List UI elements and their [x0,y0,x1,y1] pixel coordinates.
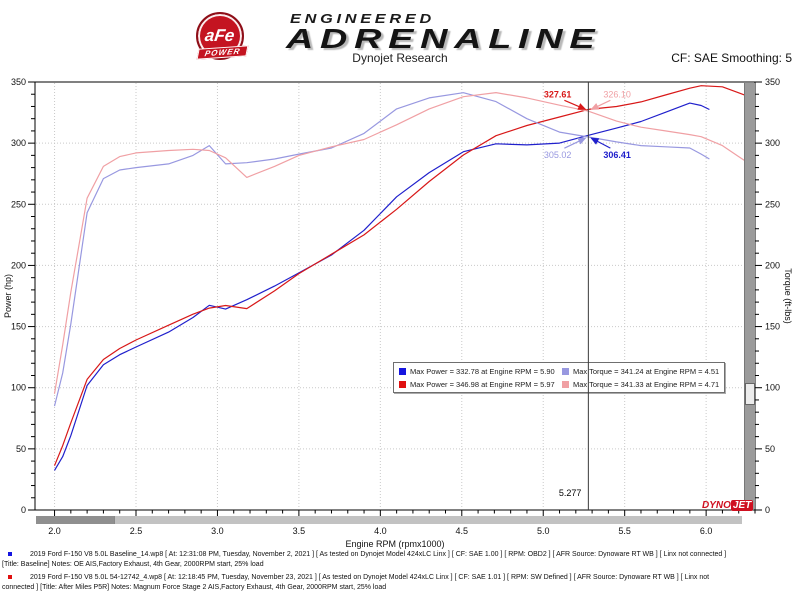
legend-item-modified-torque: Max Torque = 341.33 at Engine RPM = 4.71 [557,378,722,391]
svg-text:250: 250 [765,199,780,209]
legend-item-baseline-power: Max Power = 332.78 at Engine RPM = 5.90 [394,365,557,378]
run-info-baseline: 2019 Ford F-150 V8 5.0L Baseline_14.wp8 … [2,550,799,570]
svg-text:100: 100 [765,383,780,393]
adrenaline-text: ADRENALINE [286,23,602,54]
svg-text:150: 150 [765,322,780,332]
svg-text:5.5: 5.5 [618,526,631,536]
run-bullet-baseline [8,552,12,556]
run-bullet-modified [8,575,12,579]
svg-text:4.0: 4.0 [374,526,387,536]
svg-text:Power (hp): Power (hp) [3,274,13,318]
axis-titles: Engine RPM (rpmx1000) Power (hp) Torque (f… [3,268,793,549]
svg-text:150: 150 [11,322,26,332]
legend-marker-modified-torque [562,380,569,388]
horizontal-scrollbar[interactable] [36,516,742,524]
svg-text:100: 100 [11,383,26,393]
axes [34,81,756,511]
gridlines [36,83,754,509]
svg-text:50: 50 [16,444,26,454]
run-text-line: 2019 Ford F-150 V8 5.0L 54-12742_4.wp8 [… [30,574,710,581]
svg-text:6.0: 6.0 [700,526,713,536]
svg-text:300: 300 [11,138,26,148]
legend-label: Max Torque = 341.24 at Engine RPM = 4.51 [573,366,720,376]
run-info-footer: 2019 Ford F-150 V8 5.0L Baseline_14.wp8 … [2,550,799,596]
engineered-text: ENGINEERED [290,11,435,26]
svg-text:Torque (ft-lbs): Torque (ft-lbs) [783,268,793,324]
svg-text:200: 200 [765,260,780,270]
legend-label: Max Torque = 341.33 at Engine RPM = 4.71 [573,379,720,389]
dynojet-logo: DYNO JET [702,500,754,511]
dynojet-logo-jet: JET [730,500,754,511]
svg-text:4.5: 4.5 [456,526,469,536]
svg-text:3.0: 3.0 [211,526,224,536]
svg-text:200: 200 [11,260,26,270]
svg-text:50: 50 [765,444,775,454]
run-info-modified: 2019 Ford F-150 V8 5.0L 54-12742_4.wp8 [… [2,573,799,593]
axis-tick-labels: 2.0 2.5 3.0 3.5 4.0 4.5 5.0 5.5 6.0 0 0 50 50 100 100 1… [11,77,780,536]
curve-baseline-power [53,102,710,471]
svg-text:2.5: 2.5 [130,526,143,536]
svg-text:250: 250 [11,199,26,209]
horizontal-scrollbar-handle[interactable] [114,516,742,524]
curve-after-miles-p5r-power [53,85,752,466]
vertical-scrollbar-handle[interactable] [745,383,755,405]
afe-logo-text: aFe [204,26,237,45]
legend-item-baseline-torque: Max Torque = 341.24 at Engine RPM = 4.51 [557,365,722,378]
svg-text:3.5: 3.5 [293,526,306,536]
dyno-curves [53,85,753,471]
legend-marker-baseline-torque [562,367,569,375]
correction-factor-label: CF: SAE Smoothing: 5 [671,51,792,65]
legend-label: Max Power = 332.78 at Engine RPM = 5.90 [410,366,555,376]
dynojet-logo-dyno: DYNO [702,500,731,511]
svg-text:5.0: 5.0 [537,526,550,536]
svg-text:Engine RPM (rpmx1000): Engine RPM (rpmx1000) [345,539,444,549]
legend-marker-baseline-power [399,367,406,375]
chart-legend: Max Power = 332.78 at Engine RPM = 5.90 … [393,362,725,393]
legend-marker-modified-power [399,380,406,388]
vertical-scrollbar[interactable] [744,83,755,509]
svg-text:2.0: 2.0 [48,526,61,536]
chart-source-title: Dynojet Research [352,51,448,65]
legend-item-modified-power: Max Power = 346.98 at Engine RPM = 5.97 [394,378,557,391]
run-text-line: 2019 Ford F-150 V8 5.0L Baseline_14.wp8 … [30,551,727,558]
svg-text:350: 350 [765,77,780,87]
svg-text:0: 0 [765,505,770,515]
svg-text:300: 300 [765,138,780,148]
curve-after-miles-p5r-torque [53,91,753,394]
curve-baseline-torque [53,92,710,407]
run-text-line: connected ] [Title: After Miles P5R] Not… [2,584,387,591]
run-text-line: [Title: Baseline] Notes: OE AIS,Factory … [2,561,264,568]
axis-ticks [28,81,762,516]
svg-text:0: 0 [21,505,26,515]
legend-label: Max Power = 346.98 at Engine RPM = 5.97 [410,379,555,389]
svg-text:350: 350 [11,77,26,87]
